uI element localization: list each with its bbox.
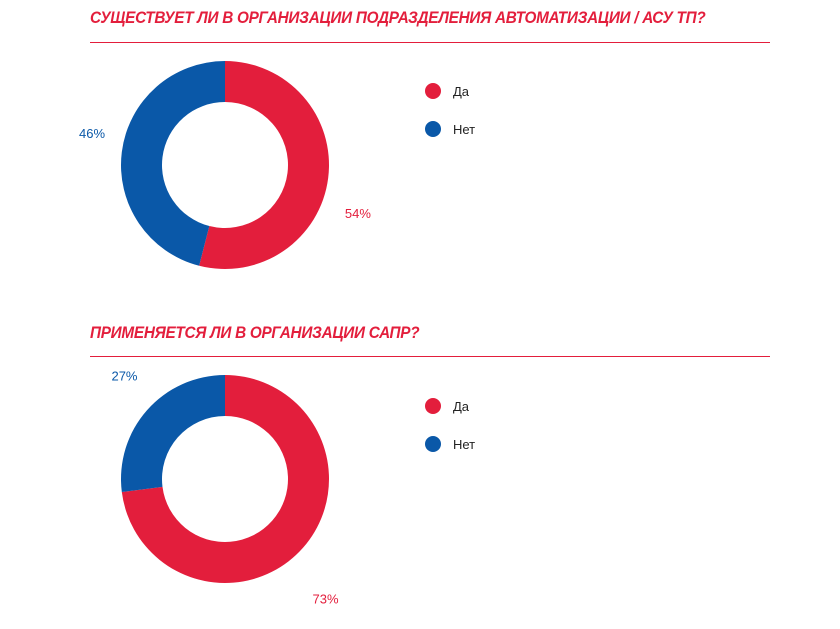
chart-2-divider bbox=[90, 356, 770, 357]
chart-2-title: ПРИМЕНЯЕТСЯ ЛИ В ОРГАНИЗАЦИИ САПР? bbox=[90, 323, 420, 342]
slice-no bbox=[120, 375, 225, 493]
chart-2-donut: 73% 27% bbox=[111, 368, 338, 607]
data-label-no: 46% bbox=[79, 126, 105, 141]
legend-label: Да bbox=[453, 398, 470, 414]
chart-1-title: СУЩЕСТВУЕТ ЛИ В ОРГАНИЗАЦИИ ПОДРАЗДЕЛЕНИ… bbox=[90, 8, 706, 27]
slice-yes bbox=[199, 61, 329, 269]
chart-1-donut: 54% 46% bbox=[79, 61, 371, 269]
chart-1-legend: Да Нет bbox=[425, 81, 475, 157]
data-label-yes: 54% bbox=[345, 206, 371, 221]
legend-item-yes: Да bbox=[425, 81, 475, 101]
chart-2-legend: Да Нет bbox=[425, 396, 475, 472]
legend-item-yes: Да bbox=[425, 396, 475, 416]
legend-dot-no bbox=[425, 436, 441, 452]
legend-dot-yes bbox=[425, 83, 441, 99]
slice-no bbox=[120, 61, 225, 266]
legend-item-no: Нет bbox=[425, 434, 475, 454]
legend-label: Да bbox=[453, 83, 470, 99]
legend-dot-no bbox=[425, 121, 441, 137]
chart-1-divider bbox=[90, 42, 770, 43]
legend-label: Нет bbox=[453, 121, 476, 137]
legend-label: Нет bbox=[453, 436, 476, 452]
legend-item-no: Нет bbox=[425, 119, 475, 139]
data-label-yes: 73% bbox=[312, 592, 338, 607]
legend-dot-yes bbox=[425, 398, 441, 414]
slice-yes bbox=[121, 375, 329, 583]
data-label-no: 27% bbox=[111, 368, 137, 383]
